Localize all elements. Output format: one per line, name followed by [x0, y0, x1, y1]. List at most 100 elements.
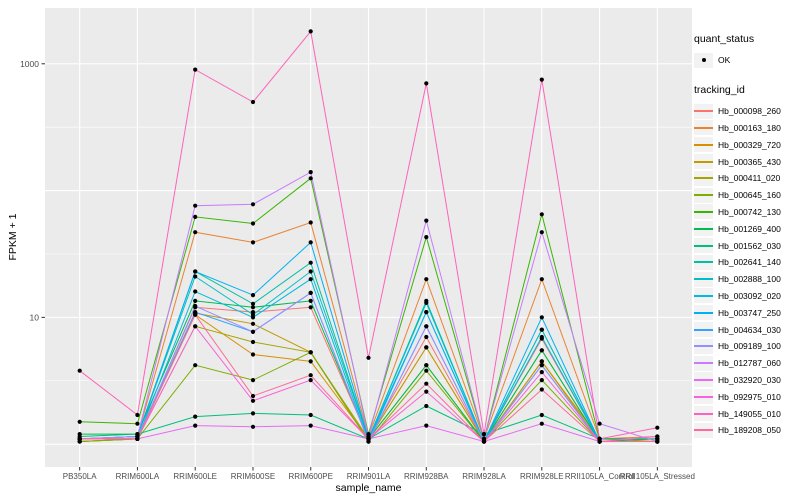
legend-line-icon [694, 311, 713, 314]
data-point [250, 329, 256, 334]
data-point [539, 387, 544, 392]
legend-entry-Hb_032920_030: Hb_032920_030 [694, 372, 800, 389]
data-point [250, 240, 256, 245]
data-point [193, 230, 198, 235]
data-point [424, 363, 429, 368]
data-point [481, 439, 487, 444]
data-point [308, 359, 313, 364]
data-point [135, 436, 140, 441]
legend-key-swatch [694, 406, 713, 422]
data-point [539, 327, 544, 332]
legend-entry-label: Hb_000411_020 [718, 173, 781, 184]
x-tick-label: RRIM928BA [404, 472, 449, 481]
data-point [424, 300, 429, 305]
legend-line-icon [694, 278, 713, 281]
data-point [193, 324, 198, 329]
legend-line-icon [694, 227, 713, 230]
legend-key-swatch [694, 389, 713, 405]
legend-entry-Hb_009189_100: Hb_009189_100 [694, 338, 800, 355]
legend-entry-Hb_002888_100: Hb_002888_100 [694, 271, 800, 288]
legend-line-icon [694, 160, 713, 163]
data-point [193, 289, 198, 294]
data-point [424, 334, 429, 340]
legend-key-swatch [694, 137, 713, 153]
data-point [308, 170, 313, 175]
data-point [424, 310, 429, 315]
legend-entry-Hb_000742_130: Hb_000742_130 [694, 204, 800, 221]
legend-line-icon [694, 395, 713, 398]
legend-line-icon [694, 345, 713, 348]
legend-entry-quant-ok: OK [694, 52, 800, 69]
legend-entry-Hb_000163_180: Hb_000163_180 [694, 120, 800, 137]
legend-entry-Hb_000645_160: Hb_000645_160 [694, 187, 800, 204]
legend-entry-label: Hb_000742_130 [718, 206, 781, 217]
data-point [424, 381, 429, 386]
legend-entry-Hb_003747_250: Hb_003747_250 [694, 304, 800, 321]
data-point [539, 230, 544, 235]
data-point [597, 421, 602, 426]
data-point [539, 359, 544, 364]
legend-entry-label: Hb_004634_030 [718, 324, 781, 335]
data-point [308, 350, 313, 355]
legend-entry-label: Hb_003747_250 [718, 307, 781, 318]
legend-entry-label: Hb_001269_400 [718, 223, 781, 234]
x-tick-label: RRIM600PE [288, 472, 332, 481]
data-point [250, 352, 256, 357]
legend-entry-label: Hb_012787_060 [718, 358, 781, 369]
legend-key-swatch [694, 154, 713, 170]
data-point [424, 218, 429, 223]
legend: quant_status OK tracking_id Hb_000098_26… [694, 33, 800, 439]
data-point [250, 305, 256, 310]
data-point [250, 424, 256, 429]
legend-line-icon [694, 294, 713, 297]
data-point [308, 373, 313, 378]
legend-line-icon [694, 261, 713, 264]
data-point [308, 220, 313, 225]
legend-line-icon [694, 177, 713, 180]
data-point [308, 277, 313, 282]
data-point [250, 339, 256, 345]
legend-key-swatch [694, 120, 713, 136]
data-point [655, 434, 660, 439]
data-point [424, 345, 429, 350]
legend-entry-Hb_001562_030: Hb_001562_030 [694, 237, 800, 254]
legend-entry-label: OK [718, 55, 731, 66]
legend-key-swatch [694, 204, 713, 220]
data-point [424, 368, 429, 373]
data-point [308, 260, 313, 265]
data-point [193, 312, 198, 317]
legend-entry-Hb_000365_430: Hb_000365_430 [694, 153, 800, 170]
legend-line-icon [694, 362, 713, 365]
y-tick-label: 10 [30, 312, 40, 322]
legend-entry-Hb_004634_030: Hb_004634_030 [694, 321, 800, 338]
data-point [539, 77, 544, 82]
data-point [250, 221, 256, 226]
data-point [539, 370, 544, 375]
data-point [424, 423, 429, 428]
legend-entry-label: Hb_000365_430 [718, 156, 781, 167]
legend-key-swatch [694, 305, 713, 321]
data-point [193, 414, 198, 419]
data-point [77, 419, 82, 424]
data-point [250, 398, 256, 403]
legend-entry-label: Hb_003092_020 [718, 290, 781, 301]
legend-entry-label: Hb_000645_160 [718, 190, 781, 201]
legend-entry-label: Hb_189208_050 [718, 425, 781, 436]
data-point [424, 235, 429, 240]
data-point [424, 389, 429, 394]
legend-line-icon [694, 143, 713, 146]
legend-key-swatch [694, 187, 713, 203]
data-point [193, 303, 198, 309]
data-point [250, 293, 256, 298]
legend-key-swatch [694, 238, 713, 254]
legend-entry-label: Hb_000329_720 [718, 139, 781, 150]
data-point [250, 321, 256, 326]
legend-line-icon [694, 210, 713, 213]
legend-entry-label: Hb_002641_140 [718, 257, 781, 268]
data-point [77, 436, 82, 441]
data-point [308, 412, 313, 418]
legend-entry-label: Hb_009189_100 [718, 341, 781, 352]
x-tick-label: RRII105LA_Control [565, 472, 635, 481]
x-tick-label: RRIM600LE [173, 472, 217, 481]
legend-key-swatch [694, 52, 713, 68]
